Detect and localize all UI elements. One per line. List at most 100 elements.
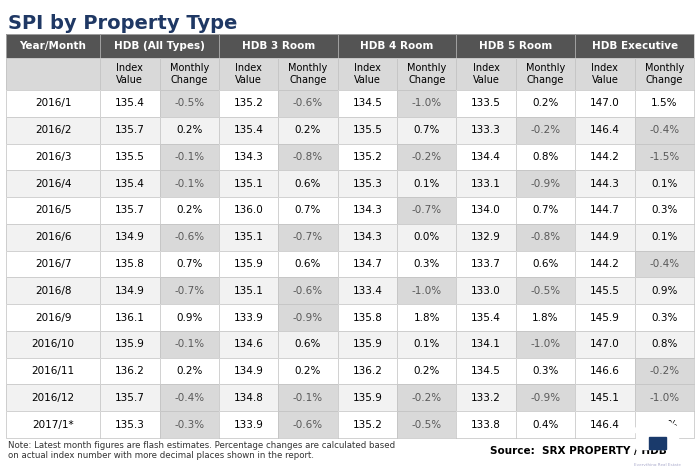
Bar xyxy=(516,224,575,251)
Text: 146.6: 146.6 xyxy=(590,366,620,376)
Text: -1.0%: -1.0% xyxy=(649,393,680,403)
Bar xyxy=(6,144,100,170)
Bar xyxy=(160,411,219,438)
Text: 135.4: 135.4 xyxy=(115,98,145,109)
Bar xyxy=(279,331,337,358)
Bar xyxy=(575,277,635,304)
Text: 135.7: 135.7 xyxy=(115,125,145,135)
Bar xyxy=(6,331,100,358)
Text: 0.1%: 0.1% xyxy=(414,178,440,189)
Bar xyxy=(397,358,456,384)
Bar xyxy=(516,277,575,304)
Bar xyxy=(516,144,575,170)
Text: 133.3: 133.3 xyxy=(471,125,501,135)
Bar xyxy=(6,170,100,197)
Bar xyxy=(279,170,337,197)
Text: 2016/11: 2016/11 xyxy=(32,366,75,376)
Text: -0.5%: -0.5% xyxy=(531,286,561,296)
Bar xyxy=(100,304,160,331)
Text: 134.6: 134.6 xyxy=(234,339,263,350)
Bar xyxy=(337,251,397,277)
Text: -0.6%: -0.6% xyxy=(293,98,323,109)
Text: -0.1%: -0.1% xyxy=(174,178,204,189)
Text: Source:  SRX PROPERTY / HDB: Source: SRX PROPERTY / HDB xyxy=(490,446,666,456)
Text: 135.9: 135.9 xyxy=(352,339,382,350)
Bar xyxy=(456,144,516,170)
Text: 135.1: 135.1 xyxy=(234,232,263,242)
Bar xyxy=(337,170,397,197)
Bar xyxy=(397,251,456,277)
Bar xyxy=(397,144,456,170)
Bar xyxy=(635,224,694,251)
Bar xyxy=(100,90,160,117)
Bar xyxy=(219,197,279,224)
Bar xyxy=(160,358,219,384)
Polygon shape xyxy=(649,437,666,449)
Text: 146.4: 146.4 xyxy=(590,419,620,430)
Bar xyxy=(279,251,337,277)
Text: 0.2%: 0.2% xyxy=(414,366,440,376)
Bar xyxy=(635,144,694,170)
Text: -0.2%: -0.2% xyxy=(412,152,442,162)
Text: 0.2%: 0.2% xyxy=(532,98,559,109)
Text: 144.2: 144.2 xyxy=(590,152,620,162)
Bar xyxy=(397,384,456,411)
Bar xyxy=(635,224,694,251)
Bar xyxy=(160,90,219,117)
Bar xyxy=(516,304,575,331)
Text: 2016/6: 2016/6 xyxy=(35,232,71,242)
Text: 0.3%: 0.3% xyxy=(651,206,678,215)
Text: 136.2: 136.2 xyxy=(352,366,382,376)
Text: 0.9%: 0.9% xyxy=(176,313,202,322)
Bar xyxy=(516,170,575,197)
Bar xyxy=(456,331,516,358)
Bar xyxy=(456,304,516,331)
Bar xyxy=(635,58,694,90)
Bar xyxy=(337,384,397,411)
Bar xyxy=(337,224,397,251)
Bar xyxy=(337,384,397,411)
Bar xyxy=(337,411,397,438)
Bar xyxy=(160,384,219,411)
Bar xyxy=(516,411,575,438)
Bar xyxy=(516,224,575,251)
Bar xyxy=(337,197,397,224)
Bar xyxy=(279,144,337,170)
Bar xyxy=(575,34,694,58)
Text: 0.6%: 0.6% xyxy=(295,339,321,350)
Bar xyxy=(635,251,694,277)
Bar xyxy=(279,411,337,438)
Bar xyxy=(516,331,575,358)
Text: 135.3: 135.3 xyxy=(352,178,382,189)
Bar xyxy=(100,90,160,117)
Bar xyxy=(6,304,100,331)
Bar xyxy=(160,197,219,224)
Bar xyxy=(516,251,575,277)
Bar xyxy=(219,117,279,144)
Bar xyxy=(279,277,337,304)
Text: 135.9: 135.9 xyxy=(115,339,145,350)
Text: 135.4: 135.4 xyxy=(471,313,501,322)
Text: 134.3: 134.3 xyxy=(352,206,382,215)
Bar xyxy=(219,251,279,277)
Text: HDB (All Types): HDB (All Types) xyxy=(114,41,205,51)
Text: 135.8: 135.8 xyxy=(352,313,382,322)
Bar xyxy=(6,170,100,197)
Bar xyxy=(456,58,516,90)
Bar xyxy=(397,251,456,277)
Bar xyxy=(279,331,337,358)
Bar xyxy=(397,411,456,438)
Bar xyxy=(635,170,694,197)
Bar xyxy=(100,331,160,358)
Text: 133.2: 133.2 xyxy=(471,393,501,403)
Bar xyxy=(635,358,694,384)
Bar xyxy=(456,90,516,117)
Bar xyxy=(6,90,100,117)
Bar xyxy=(337,224,397,251)
Bar xyxy=(456,224,516,251)
Bar xyxy=(337,277,397,304)
Text: 145.1: 145.1 xyxy=(590,393,620,403)
Bar xyxy=(397,197,456,224)
Bar xyxy=(100,197,160,224)
Text: 144.3: 144.3 xyxy=(590,178,620,189)
